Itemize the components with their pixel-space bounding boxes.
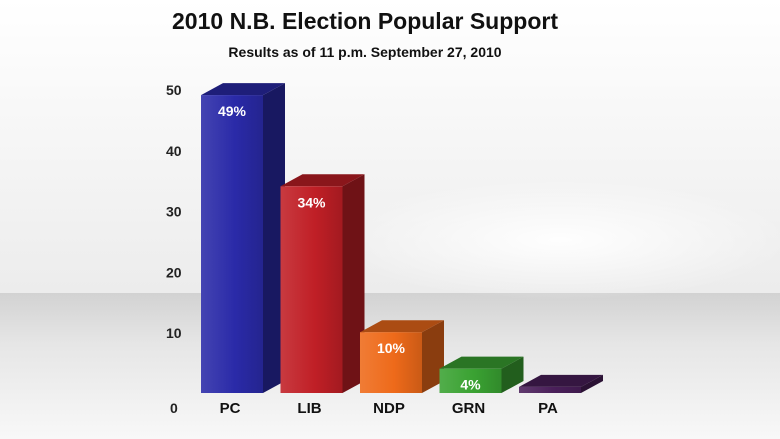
bar-pa — [519, 374, 603, 393]
bar-front-face — [201, 95, 263, 393]
x-tick-label: GRN — [452, 400, 485, 417]
data-label: 49% — [218, 103, 247, 119]
y-tick-label: 10 — [166, 325, 182, 341]
bar-top-face — [519, 374, 603, 387]
y-tick-label: 0 — [170, 400, 178, 416]
x-tick-label: LIB — [297, 400, 321, 417]
data-label: 4% — [460, 377, 481, 393]
bar-ndp: 10% — [360, 320, 444, 393]
x-tick-label: PA — [538, 400, 558, 417]
category-labels: PC LIB NDP GRN PA — [220, 400, 558, 417]
bar-front-face — [360, 332, 422, 393]
chart-subtitle: Results as of 11 p.m. September 27, 2010 — [228, 44, 502, 60]
bar-side-face — [581, 374, 603, 393]
x-tick-label: NDP — [373, 400, 405, 417]
bar-top-face — [439, 356, 524, 369]
bar-side-face — [422, 320, 444, 393]
bar-grn: 4% — [439, 356, 524, 393]
bar-top-face — [280, 174, 365, 187]
bar-front-face — [519, 386, 581, 393]
data-label: 10% — [377, 340, 406, 356]
bar-top-face — [360, 320, 444, 333]
y-tick-label: 20 — [166, 264, 182, 280]
bars: 49% 34% 10% 4% — [201, 83, 603, 393]
bar-top-face — [201, 83, 285, 96]
y-axis: 0 10 20 30 40 50 — [166, 82, 182, 416]
y-tick-label: 50 — [166, 82, 182, 98]
x-tick-label: PC — [220, 400, 241, 417]
chart-title: 2010 N.B. Election Popular Support — [172, 8, 558, 34]
bar-front-face — [280, 186, 343, 393]
bar-side-face — [342, 174, 365, 393]
bar-side-face — [501, 356, 524, 393]
y-tick-label: 40 — [166, 143, 182, 159]
bar-lib: 34% — [280, 174, 365, 393]
y-tick-label: 30 — [166, 204, 182, 220]
bar-pc: 49% — [201, 83, 285, 393]
bar-side-face — [263, 83, 285, 393]
data-label: 34% — [297, 194, 326, 210]
bar-front-face — [439, 368, 502, 393]
